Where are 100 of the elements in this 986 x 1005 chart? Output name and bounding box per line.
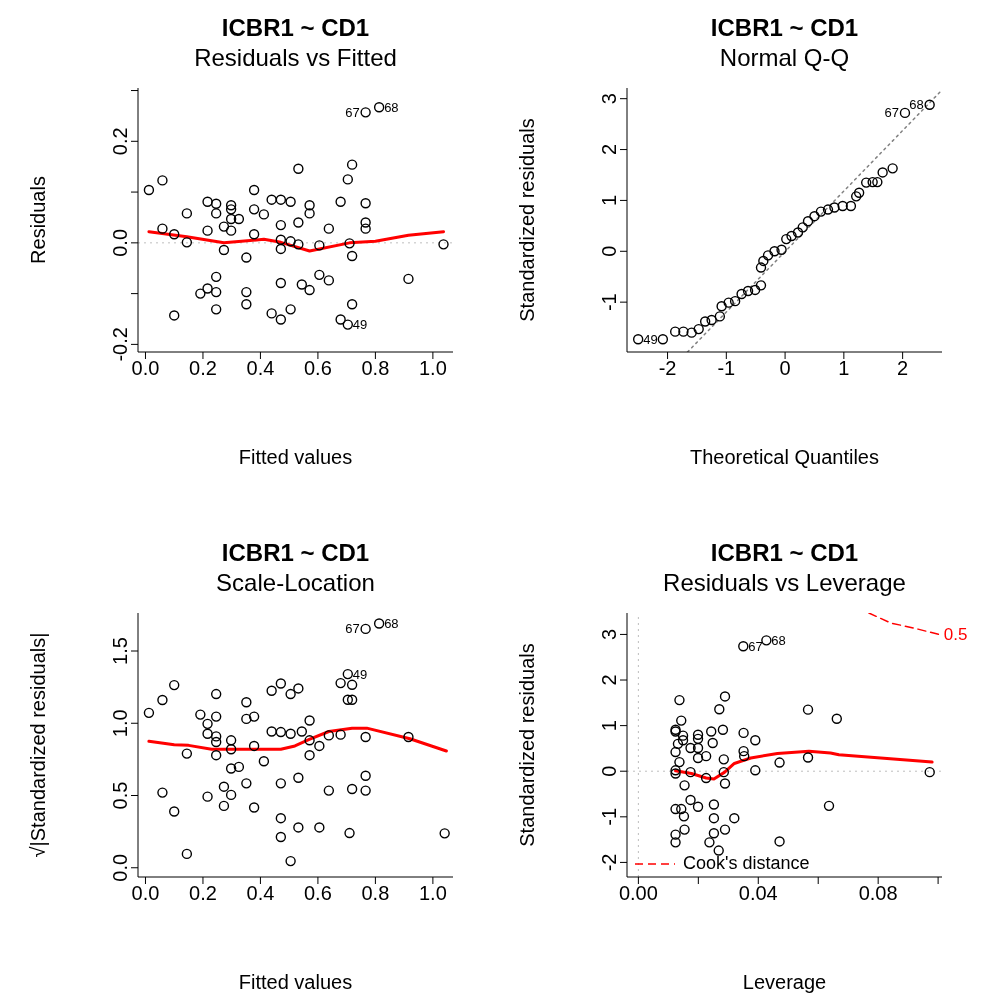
y-tick-label: 1 bbox=[598, 720, 620, 732]
point bbox=[716, 301, 727, 312]
point bbox=[860, 177, 872, 188]
x-tick-label: 0 bbox=[779, 357, 791, 380]
point bbox=[693, 323, 704, 335]
x-axis-title: Fitted values bbox=[238, 971, 353, 993]
annotation: 68 bbox=[909, 97, 924, 113]
point bbox=[736, 288, 747, 300]
annotation: 49 bbox=[643, 331, 658, 347]
point bbox=[692, 729, 704, 740]
annotation: 67 bbox=[884, 105, 899, 121]
point bbox=[700, 750, 712, 762]
point bbox=[823, 800, 835, 812]
x-axis-title: Leverage bbox=[742, 971, 827, 993]
point bbox=[887, 163, 898, 174]
point bbox=[831, 713, 842, 724]
point bbox=[776, 244, 787, 255]
point bbox=[750, 765, 761, 776]
point bbox=[786, 230, 797, 242]
point bbox=[815, 206, 827, 217]
point bbox=[670, 837, 681, 848]
point bbox=[719, 778, 731, 789]
point bbox=[837, 200, 848, 212]
point bbox=[802, 752, 814, 763]
point bbox=[677, 730, 689, 741]
annotation: 68 bbox=[384, 616, 399, 632]
y-tick-label: 1.0 bbox=[109, 709, 131, 738]
point bbox=[762, 250, 774, 261]
point bbox=[704, 837, 715, 848]
point bbox=[719, 691, 731, 702]
x-tick-label: 0.6 bbox=[304, 357, 332, 380]
point bbox=[700, 772, 712, 784]
point bbox=[899, 107, 911, 119]
annotation: 49 bbox=[352, 317, 368, 333]
point bbox=[707, 737, 718, 749]
x-tick-label: 0.6 bbox=[304, 882, 332, 905]
point bbox=[867, 176, 878, 188]
point bbox=[679, 780, 690, 791]
point bbox=[657, 334, 669, 345]
x-tick-label: 0.0 bbox=[131, 882, 160, 905]
point bbox=[699, 316, 711, 327]
x-tick-label: 0.04 bbox=[738, 882, 778, 905]
y-tick-label: 2 bbox=[598, 143, 620, 156]
point bbox=[755, 280, 767, 291]
chart-subtitle: Residuals vs Fitted bbox=[193, 44, 398, 72]
point bbox=[670, 746, 681, 758]
point bbox=[802, 704, 814, 715]
point bbox=[729, 812, 740, 824]
chart-title: ICBR1 ~ CD1 bbox=[709, 539, 860, 567]
x-tick-label: 0.00 bbox=[618, 882, 658, 905]
y-tick-label: -0.2 bbox=[109, 327, 131, 362]
point bbox=[802, 216, 814, 227]
y-tick-label: 2 bbox=[598, 674, 620, 686]
point bbox=[769, 246, 780, 257]
point bbox=[742, 285, 754, 297]
x-tick-label: 2 bbox=[897, 357, 909, 380]
point bbox=[678, 811, 690, 822]
point bbox=[792, 227, 804, 238]
y-tick-label: 1.5 bbox=[109, 637, 131, 665]
point bbox=[669, 326, 681, 337]
point bbox=[749, 284, 761, 296]
point bbox=[678, 326, 689, 337]
point bbox=[738, 750, 750, 762]
y-axis-title: √|Standardized residuals| bbox=[27, 632, 50, 858]
y-tick-label: 3 bbox=[598, 93, 620, 105]
y-tick-label: 1 bbox=[598, 194, 620, 206]
point bbox=[676, 803, 687, 815]
point bbox=[708, 799, 720, 810]
point bbox=[718, 766, 730, 778]
point bbox=[670, 829, 681, 840]
point bbox=[719, 824, 731, 835]
point bbox=[774, 757, 785, 768]
annotation: 67 bbox=[345, 104, 360, 120]
point bbox=[670, 803, 681, 815]
line-series bbox=[868, 613, 940, 636]
point bbox=[674, 694, 685, 706]
point bbox=[686, 327, 697, 338]
point bbox=[774, 836, 785, 847]
chart-title: ICBR1 ~ CD1 bbox=[220, 14, 371, 42]
x-tick-label: 1.0 bbox=[418, 357, 447, 380]
point bbox=[872, 176, 883, 188]
y-tick-label: 0.0 bbox=[109, 853, 131, 882]
point bbox=[685, 766, 696, 778]
point bbox=[685, 742, 696, 754]
point bbox=[924, 99, 935, 110]
point bbox=[729, 295, 741, 307]
x-axis-title: Theoretical Quantiles bbox=[690, 446, 879, 468]
x-axis-title: Fitted values bbox=[238, 446, 353, 468]
point bbox=[632, 334, 644, 345]
chart-title: ICBR1 ~ CD1 bbox=[709, 14, 860, 42]
point bbox=[877, 167, 888, 178]
point bbox=[713, 845, 724, 856]
annotation: 0.5 bbox=[943, 625, 968, 645]
point bbox=[717, 724, 729, 735]
x-tick-label: 0.2 bbox=[189, 357, 217, 380]
point bbox=[761, 635, 772, 646]
point bbox=[822, 204, 834, 215]
x-tick-label: 0.4 bbox=[246, 357, 275, 380]
annotation: 68 bbox=[771, 632, 786, 648]
point bbox=[809, 210, 820, 222]
